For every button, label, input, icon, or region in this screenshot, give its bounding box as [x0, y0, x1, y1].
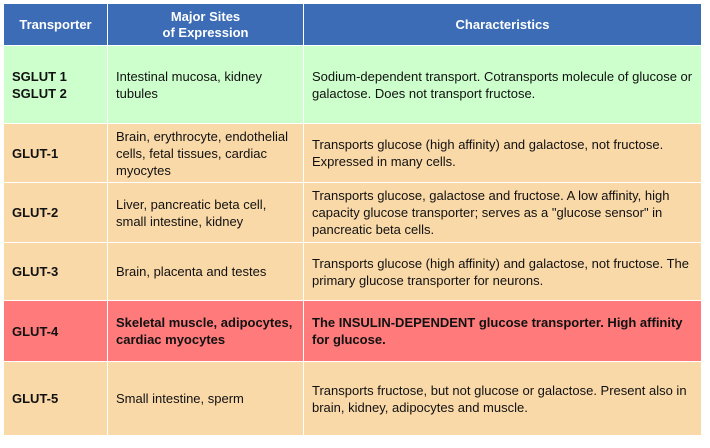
header-major-sites: Major Sites of Expression — [107, 3, 304, 46]
glucose-transporter-table: Transporter Major Sites of Expression Ch… — [3, 3, 702, 436]
cell-characteristics: Transports glucose (high affinity) and g… — [303, 242, 702, 301]
cell-sites: Brain, placenta and testes — [107, 242, 304, 301]
header-characteristics: Characteristics — [303, 3, 702, 46]
table-body: SGLUT 1 SGLUT 2 Intestinal mucosa, kidne… — [3, 45, 702, 436]
cell-sites: Intestinal mucosa, kidney tubules — [107, 45, 304, 124]
table-row-glut-2: GLUT-2 Liver, pancreatic beta cell, smal… — [3, 182, 702, 243]
cell-characteristics: Transports glucose (high affinity) and g… — [303, 123, 702, 183]
cell-sites: Brain, erythrocyte, endothelial cells, f… — [107, 123, 304, 183]
cell-transporter: GLUT-3 — [3, 242, 108, 301]
header-row: Transporter Major Sites of Expression Ch… — [3, 3, 702, 46]
table-row-glut-5: GLUT-5 Small intestine, sperm Transports… — [3, 361, 702, 436]
cell-sites: Liver, pancreatic beta cell, small intes… — [107, 182, 304, 243]
table-row-glut-4: GLUT-4 Skeletal muscle, adipocytes, card… — [3, 300, 702, 362]
cell-sites: Small intestine, sperm — [107, 361, 304, 436]
cell-transporter: GLUT-4 — [3, 300, 108, 362]
cell-transporter: GLUT-1 — [3, 123, 108, 183]
table-header: Transporter Major Sites of Expression Ch… — [3, 3, 702, 46]
cell-characteristics: Transports glucose, galactose and fructo… — [303, 182, 702, 243]
cell-transporter: GLUT-5 — [3, 361, 108, 436]
cell-transporter: SGLUT 1 SGLUT 2 — [3, 45, 108, 124]
table-row-sglut: SGLUT 1 SGLUT 2 Intestinal mucosa, kidne… — [3, 45, 702, 124]
header-transporter: Transporter — [3, 3, 108, 46]
cell-characteristics: Transports fructose, but not glucose or … — [303, 361, 702, 436]
table-row-glut-3: GLUT-3 Brain, placenta and testes Transp… — [3, 242, 702, 301]
cell-characteristics: The INSULIN-DEPENDENT glucose transporte… — [303, 300, 702, 362]
table-row-glut-1: GLUT-1 Brain, erythrocyte, endothelial c… — [3, 123, 702, 183]
cell-sites: Skeletal muscle, adipocytes, cardiac myo… — [107, 300, 304, 362]
cell-transporter: GLUT-2 — [3, 182, 108, 243]
cell-characteristics: Sodium-dependent transport. Cotransports… — [303, 45, 702, 124]
